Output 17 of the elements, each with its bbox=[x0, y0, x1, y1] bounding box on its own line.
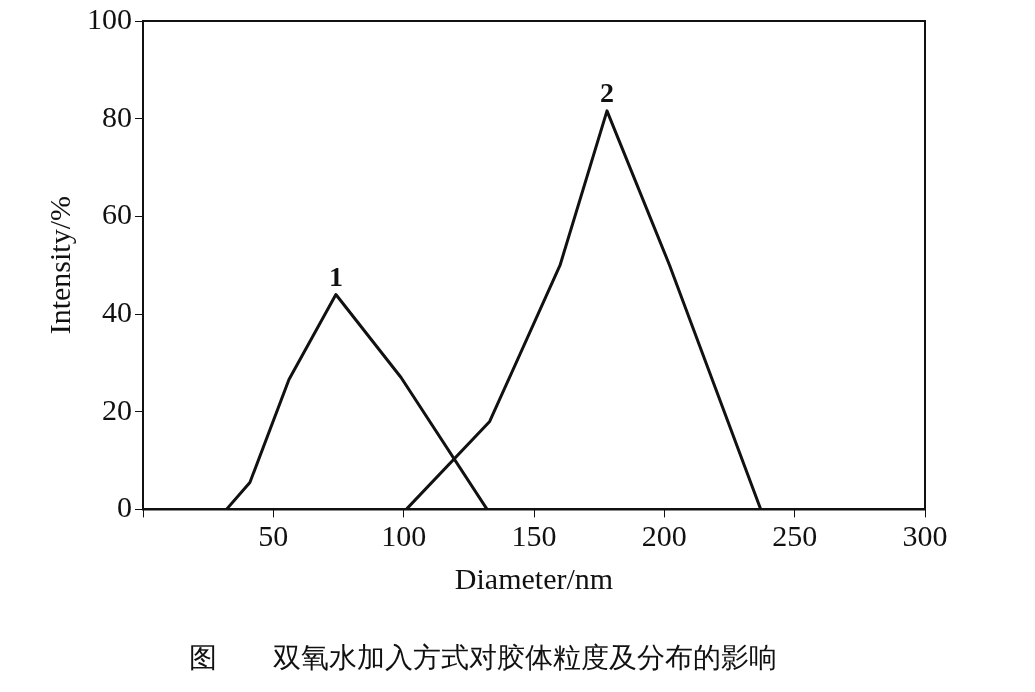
x-tick-label: 300 bbox=[902, 519, 948, 553]
y-tick-label: 20 bbox=[102, 392, 132, 426]
x-tick-label: 100 bbox=[381, 519, 427, 553]
x-tick-label: 150 bbox=[511, 519, 557, 553]
x-axis-title: Diameter/nm bbox=[454, 562, 614, 596]
annotation: 2 bbox=[599, 77, 614, 109]
x-tick-label: 250 bbox=[772, 519, 818, 553]
y-tick-label: 80 bbox=[102, 99, 132, 133]
y-tick-label: 0 bbox=[117, 490, 132, 524]
annotation: 1 bbox=[328, 260, 343, 292]
y-tick-label: 40 bbox=[102, 294, 132, 328]
y-axis-title: Intensity/% bbox=[42, 196, 76, 335]
x-tick-label: 50 bbox=[258, 519, 289, 553]
x-tick-label: 200 bbox=[641, 519, 687, 553]
y-tick-label: 100 bbox=[87, 1, 132, 35]
y-tick-label: 60 bbox=[102, 197, 132, 231]
text: 图 双氧水加入方式对胶体粒度及分布的影响 bbox=[188, 641, 777, 675]
